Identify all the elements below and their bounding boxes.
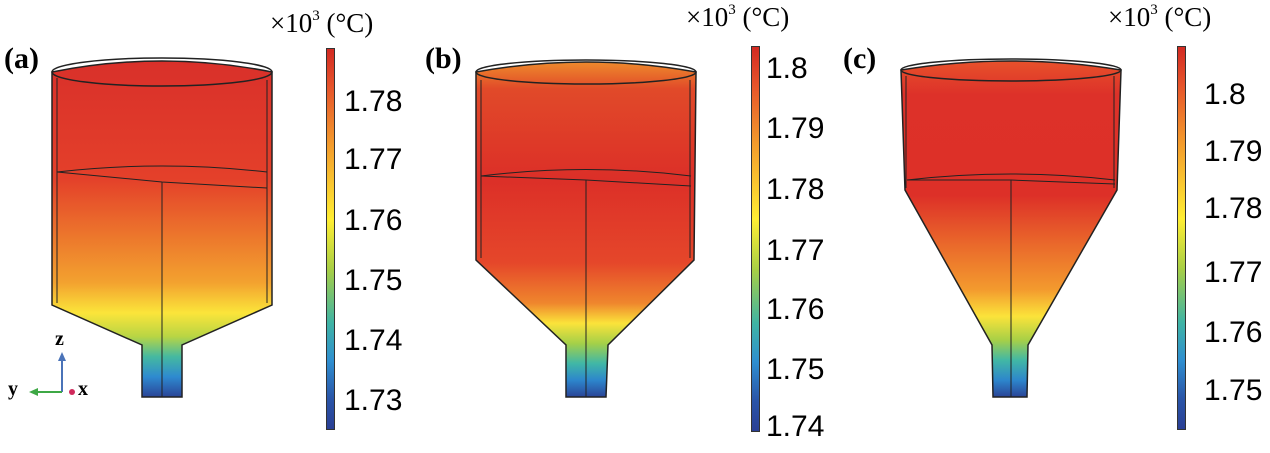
panel-label: (a) (4, 42, 39, 75)
z-axis-label: z (55, 328, 64, 350)
x-axis-label: x (78, 378, 88, 400)
tick-label: 1.79 (1204, 135, 1263, 168)
tick-label: 1.75 (1204, 374, 1263, 407)
tick-label: 1.79 (766, 112, 825, 145)
tick-label: 1.76 (766, 293, 825, 326)
tick-label: 1.74 (344, 324, 403, 357)
tick-label: 1.8 (1204, 78, 1246, 111)
colorbar (326, 48, 335, 430)
y-axis-label: y (8, 378, 18, 400)
tick-label: 1.75 (344, 264, 403, 297)
units-label: ×103 (°C) (1108, 2, 1212, 32)
tick-label: 1.77 (1204, 256, 1263, 289)
tick-label: 1.74 (766, 410, 825, 443)
crucible-model (51, 57, 273, 398)
colorbar (751, 46, 760, 432)
crucible-model (475, 59, 697, 398)
tick-label: 1.78 (344, 85, 403, 118)
tick-label: 1.77 (344, 143, 403, 176)
tick-label: 1.78 (1204, 192, 1263, 225)
tick-label: 1.73 (344, 384, 403, 417)
tick-label: 1.76 (1204, 316, 1263, 349)
tick-label: 1.78 (766, 173, 825, 206)
tick-label: 1.8 (766, 52, 808, 85)
panel-label: (b) (425, 42, 462, 75)
units-label: ×103 (°C) (686, 2, 790, 32)
tick-label: 1.77 (766, 234, 825, 267)
panel-label: (c) (843, 42, 877, 75)
colorbar (1177, 46, 1186, 430)
crucible-model (900, 58, 1122, 398)
tick-label: 1.76 (344, 204, 403, 237)
units-label: ×103 (°C) (270, 8, 374, 38)
tick-label: 1.75 (766, 353, 825, 386)
